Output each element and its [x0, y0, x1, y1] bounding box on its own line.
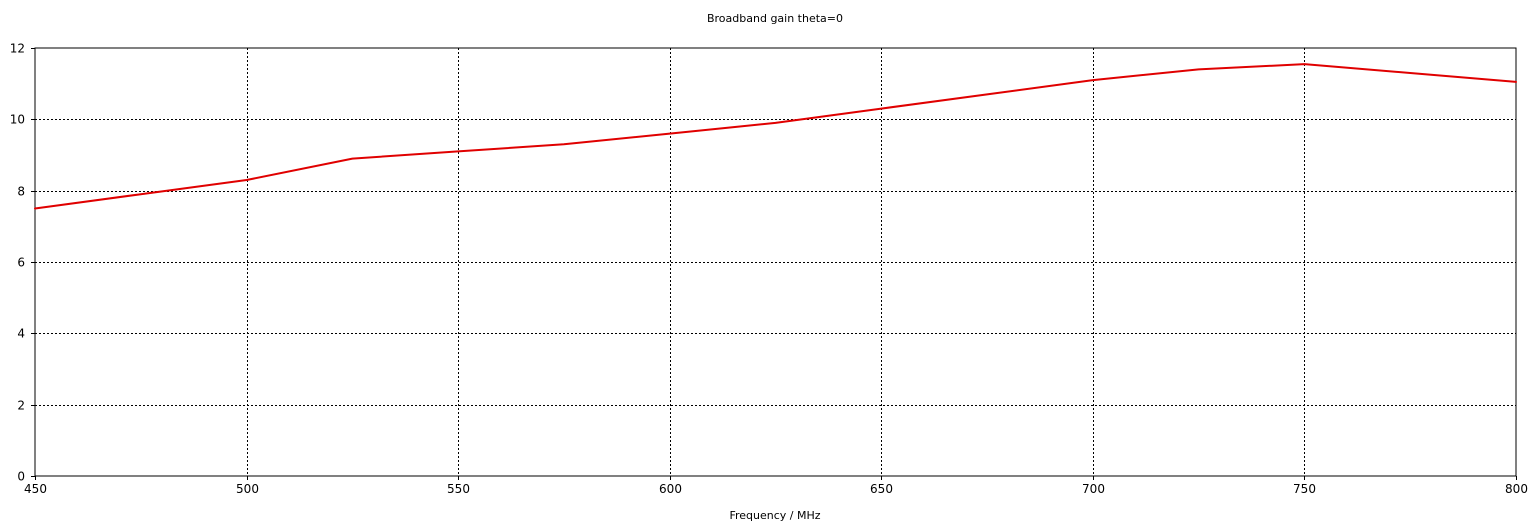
x-tick-label: 700	[1082, 482, 1105, 496]
y-tick-label: 10	[10, 113, 25, 127]
y-tick-label: 8	[17, 185, 25, 199]
x-axis-label: Frequency / MHz	[729, 509, 820, 522]
x-tick-label: 550	[447, 482, 470, 496]
y-tick-label: 0	[17, 470, 25, 484]
series-line	[35, 64, 1516, 208]
chart-title: Broadband gain theta=0	[707, 12, 843, 25]
x-tick-label: 800	[1505, 482, 1528, 496]
y-tick-label: 4	[17, 327, 25, 341]
y-tick-label: 12	[10, 42, 25, 56]
grid-lines	[35, 48, 1516, 476]
y-tick-label: 6	[17, 256, 25, 270]
x-tick-label: 750	[1293, 482, 1316, 496]
x-tick-label: 650	[870, 482, 893, 496]
x-tick-label: 600	[659, 482, 682, 496]
data-series	[35, 64, 1516, 208]
x-tick-label: 450	[24, 482, 47, 496]
axis-ticks: 450 500 550 600 650 700 750 800 0 2 4 6 8 10 12	[10, 42, 1528, 497]
y-tick-label: 2	[17, 399, 25, 413]
x-tick-label: 500	[236, 482, 259, 496]
